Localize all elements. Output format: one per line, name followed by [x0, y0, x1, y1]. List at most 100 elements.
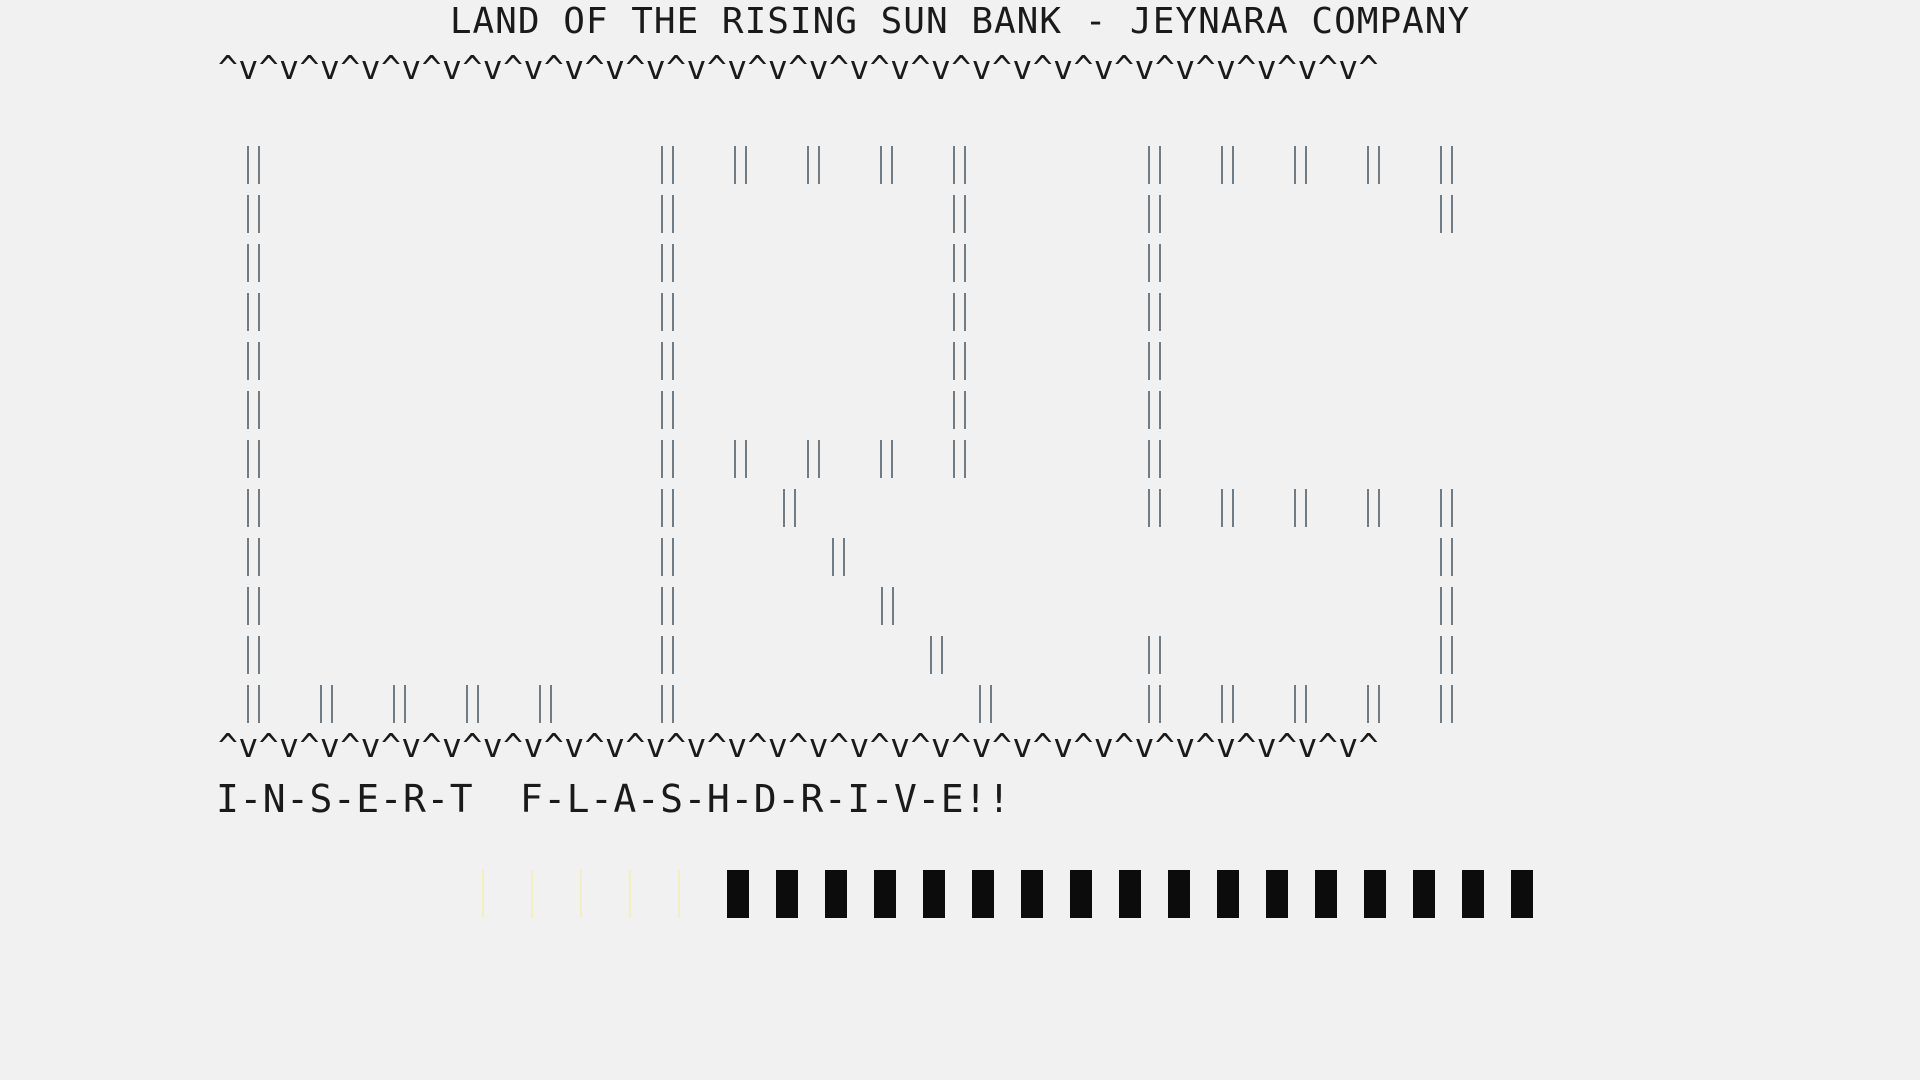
logo-bar [1305, 489, 1307, 527]
logo-bar [818, 440, 820, 478]
logo-bar [672, 342, 674, 380]
logo-bar [953, 244, 955, 282]
logo-bar [672, 685, 674, 723]
logo-bar [672, 293, 674, 331]
logo-bar [247, 587, 249, 625]
logo-bar [964, 195, 966, 233]
progress-block-filled [1364, 870, 1386, 918]
logo-bar [1159, 685, 1161, 723]
logo-bar [1148, 685, 1150, 723]
logo-bar [734, 440, 736, 478]
logo-bar [953, 146, 955, 184]
logo-bar [964, 391, 966, 429]
logo-bar [247, 146, 249, 184]
logo-bar [672, 538, 674, 576]
logo-bar [1305, 685, 1307, 723]
logo-bar [258, 342, 260, 380]
logo-bar [331, 685, 333, 723]
logo-bar [258, 146, 260, 184]
logo-bar [1232, 489, 1234, 527]
logo-bar [953, 440, 955, 478]
logo-bar [672, 636, 674, 674]
logo-bar [953, 293, 955, 331]
logo-bar [247, 195, 249, 233]
logo-bar [1440, 146, 1442, 184]
logo-bar [404, 685, 406, 723]
logo-bar [247, 636, 249, 674]
progress-block-empty [531, 870, 533, 918]
logo-bar [783, 489, 785, 527]
top-zigzag-border: ^v^v^v^v^v^v^v^v^v^v^v^v^v^v^v^v^v^v^v^v… [218, 48, 1379, 87]
logo-bar [880, 146, 882, 184]
logo-bar [1451, 636, 1453, 674]
logo-bar [247, 391, 249, 429]
logo-bar [672, 244, 674, 282]
logo-bar [953, 195, 955, 233]
logo-bar [1294, 685, 1296, 723]
bottom-zigzag-border: ^v^v^v^v^v^v^v^v^v^v^v^v^v^v^v^v^v^v^v^v… [218, 726, 1379, 765]
logo-bar [892, 587, 894, 625]
logo-bar [1159, 342, 1161, 380]
logo-bar [880, 440, 882, 478]
logo-bar [661, 244, 663, 282]
logo-bar [661, 293, 663, 331]
logo-bar [807, 440, 809, 478]
logo-bar [1148, 342, 1150, 380]
logo-bar [1294, 146, 1296, 184]
progress-block-empty [482, 870, 484, 918]
logo-bar [672, 587, 674, 625]
logo-bar [550, 685, 552, 723]
logo-bar [1148, 293, 1150, 331]
logo-bar [1378, 685, 1380, 723]
logo-bar [964, 342, 966, 380]
logo-bar [1159, 195, 1161, 233]
logo-bar [1148, 244, 1150, 282]
logo-bar [990, 685, 992, 723]
progress-block-filled [874, 870, 896, 918]
logo-bar [1148, 440, 1150, 478]
logo-bar [258, 538, 260, 576]
logo-bar [745, 146, 747, 184]
progress-block-empty [678, 870, 680, 918]
logo-bar [661, 195, 663, 233]
logo-bar [1159, 244, 1161, 282]
progress-block-filled [1266, 870, 1288, 918]
logo-bar [1451, 685, 1453, 723]
logo-bar [661, 391, 663, 429]
logo-bar [1378, 489, 1380, 527]
logo-bar [247, 489, 249, 527]
logo-bar [247, 293, 249, 331]
logo-bar [1440, 636, 1442, 674]
logo-bar [794, 489, 796, 527]
progress-block-filled [1070, 870, 1092, 918]
logo-bar [1451, 587, 1453, 625]
logo-bar [1221, 489, 1223, 527]
logo-bar [672, 391, 674, 429]
logo-bar [661, 489, 663, 527]
logo-bar [1440, 587, 1442, 625]
logo-bar [818, 146, 820, 184]
logo-bar [258, 244, 260, 282]
logo-bar [964, 146, 966, 184]
logo-bar [258, 587, 260, 625]
logo-bar [477, 685, 479, 723]
logo-bar [661, 146, 663, 184]
logo-bar [258, 489, 260, 527]
logo-bar [661, 538, 663, 576]
logo-bar [1148, 636, 1150, 674]
logo-bar [661, 587, 663, 625]
progress-block-filled [1462, 870, 1484, 918]
progress-block-filled [825, 870, 847, 918]
logo-bar [979, 685, 981, 723]
progress-block-filled [972, 870, 994, 918]
logo-bar [1367, 146, 1369, 184]
logo-bar [258, 685, 260, 723]
logo-bar [320, 685, 322, 723]
logo-bar [1148, 391, 1150, 429]
logo-bar [1451, 489, 1453, 527]
logo-bar [1451, 538, 1453, 576]
logo-bar [258, 391, 260, 429]
logo-bar [1451, 146, 1453, 184]
